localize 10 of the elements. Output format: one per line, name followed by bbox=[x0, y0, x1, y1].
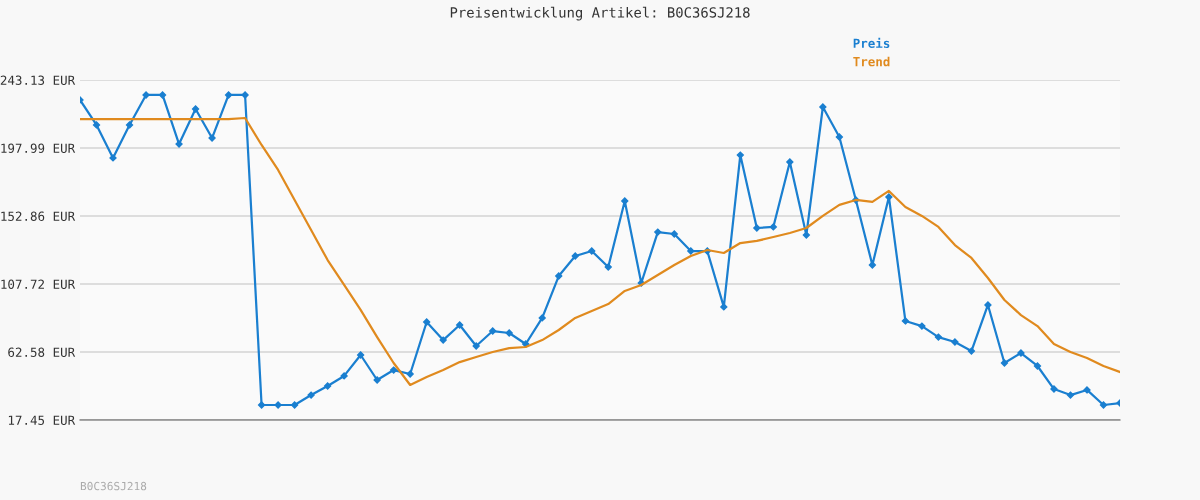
y-tick-label: 107.72 EUR bbox=[1, 279, 76, 289]
y-tick-label: 17.45 EUR bbox=[8, 415, 76, 425]
text: B0C36SJ218 bbox=[80, 481, 147, 491]
y-tick-label: 243.13 EUR bbox=[0, 75, 76, 85]
y-tick-label: 62.58 EUR bbox=[8, 347, 76, 357]
text: Preis bbox=[853, 37, 890, 48]
y-tick-label: 197.99 EUR bbox=[1, 143, 76, 153]
y-tick-label: 152.86 EUR bbox=[1, 211, 76, 221]
text: Trend bbox=[853, 56, 890, 67]
chart-title: Preisentwicklung Artikel: B0C36SJ218 bbox=[450, 6, 750, 21]
